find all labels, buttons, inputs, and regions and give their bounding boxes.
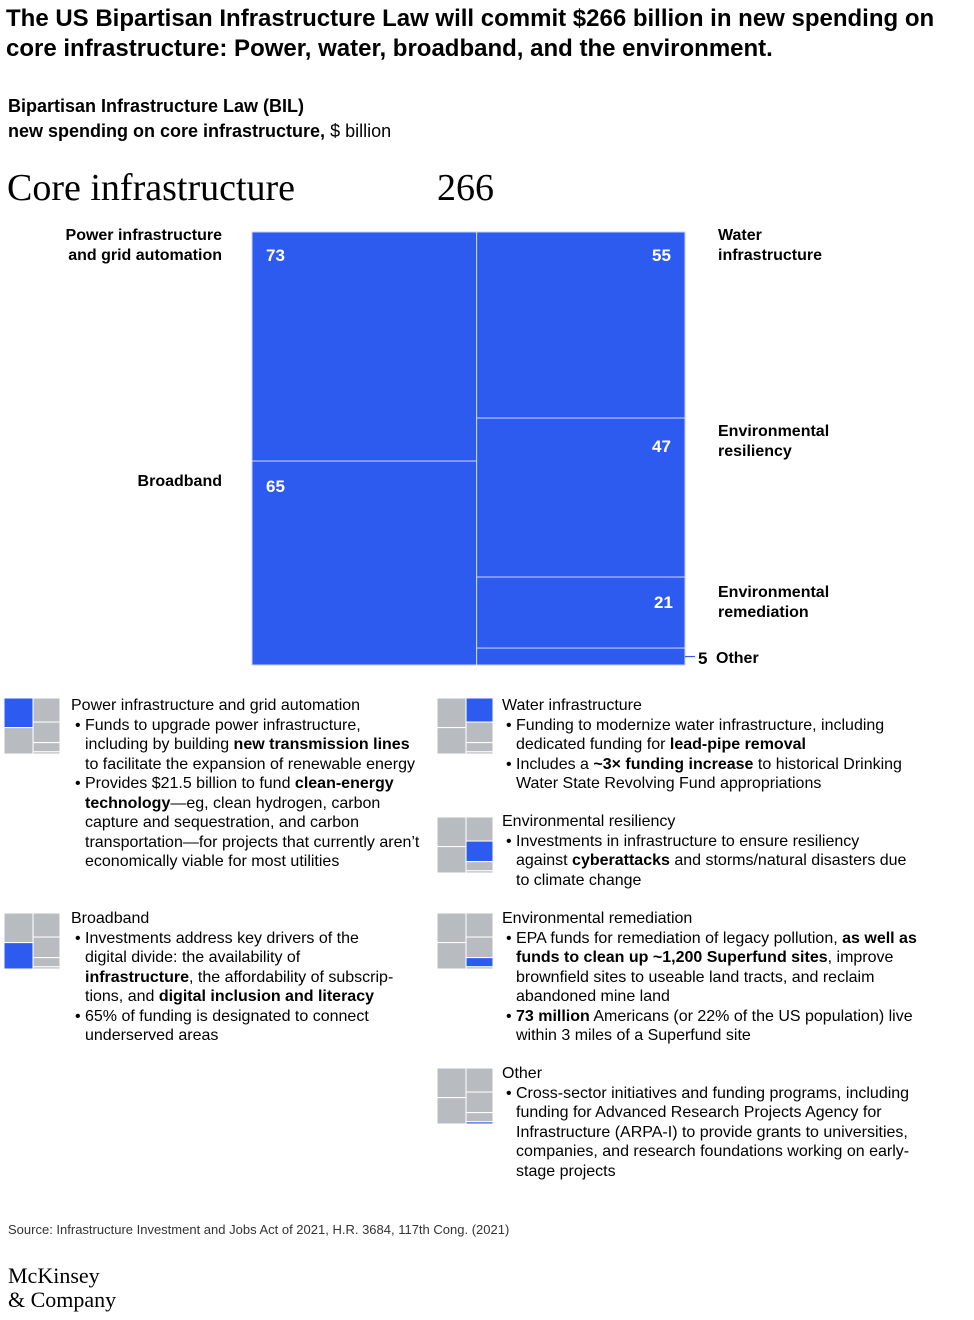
treemap-rect-remediation xyxy=(476,576,686,649)
mini-cell-other xyxy=(32,751,61,755)
mini-cell-broadband xyxy=(436,942,467,970)
mini-cell-power xyxy=(436,697,467,729)
treemap-rect-water xyxy=(476,231,686,419)
legend-bullet: 73 million Americans (or 22% of the US p… xyxy=(502,1007,932,1046)
label-water: Water infrastructure xyxy=(718,227,823,264)
subtitle-unit: $ billion xyxy=(330,121,392,141)
mini-cell-other xyxy=(465,870,494,874)
legend-bullet: 65% of funding is designated to connect … xyxy=(71,1007,396,1046)
chart-subtitle-line1: Bipartisan Infrastructure Law (BIL) xyxy=(8,96,305,116)
mini-cell-remediation xyxy=(32,742,61,753)
value-remediation: 21 xyxy=(654,593,673,612)
legend-power: Power infrastructure and grid automation… xyxy=(71,696,421,872)
label-resiliency: Environmental resiliency xyxy=(718,423,830,460)
legend-bullet: Investments address key drivers of the d… xyxy=(71,929,396,1007)
treemap-rect-broadband xyxy=(251,460,478,666)
total-value: 266 xyxy=(437,167,494,209)
mini-treemap-resiliency xyxy=(436,816,494,878)
mini-cell-resiliency xyxy=(32,936,61,959)
mini-cell-water xyxy=(465,1067,494,1093)
treemap-rect-other xyxy=(476,647,686,666)
mini-cell-broadband xyxy=(436,1097,467,1125)
legend-resiliency: Environmental resiliency Investments in … xyxy=(502,812,912,890)
mini-treemap-water xyxy=(436,697,494,759)
mini-cell-other xyxy=(465,966,494,970)
treemap-rect-power xyxy=(251,231,478,462)
legend-bullet: Provides $21.5 billion to fund clean-ene… xyxy=(71,774,421,872)
value-resiliency: 47 xyxy=(652,437,671,456)
mini-cell-water xyxy=(32,697,61,723)
mini-cell-broadband xyxy=(3,942,34,970)
chart-subtitle-line2: new spending on core infrastructure, $ b… xyxy=(8,120,391,142)
mini-treemap-power xyxy=(3,697,61,759)
mini-cell-resiliency xyxy=(465,936,494,959)
legend-bullet: Funds to upgrade power infrastructure, i… xyxy=(71,716,421,775)
treemap-rect-resiliency xyxy=(476,417,686,578)
label-other: Other xyxy=(716,650,759,667)
value-power: 73 xyxy=(266,246,285,265)
mini-cell-resiliency xyxy=(465,721,494,744)
label-broadband: Broadband xyxy=(137,473,222,490)
legend-bullet: Investments in infrastructure to ensure … xyxy=(502,832,912,891)
total-label: Core infrastructure xyxy=(7,167,296,209)
mini-cell-water xyxy=(465,697,494,723)
mini-cell-water xyxy=(465,912,494,938)
mini-cell-power xyxy=(3,912,34,944)
label-power: Power infrastructure and grid automation xyxy=(65,227,222,264)
mini-cell-remediation xyxy=(465,742,494,753)
subtitle-bold-part: new spending on core infrastructure, xyxy=(8,121,326,141)
legend-title-water: Water infrastructure xyxy=(502,697,642,714)
mini-cell-water xyxy=(465,816,494,842)
mini-cell-water xyxy=(32,912,61,938)
mini-cell-remediation xyxy=(465,1112,494,1123)
mini-treemap-other xyxy=(436,1067,494,1129)
legend-broadband: Broadband Investments address key driver… xyxy=(71,909,396,1046)
legend-title-power: Power infrastructure and grid automation xyxy=(71,697,361,714)
mini-cell-power xyxy=(3,697,34,729)
legend-bullet: Cross-sector initiatives and funding pro… xyxy=(502,1084,927,1182)
label-remediation: Environmental remediation xyxy=(718,584,830,621)
value-water: 55 xyxy=(652,246,671,265)
mini-cell-power xyxy=(436,816,467,848)
legend-bullet: Includes a ~3× funding increase to histo… xyxy=(502,755,932,794)
brand-logo: McKinsey & Company xyxy=(8,1264,116,1312)
mini-cell-power xyxy=(436,912,467,944)
mini-cell-broadband xyxy=(436,727,467,755)
logo-line2: & Company xyxy=(8,1287,117,1312)
value-broadband: 65 xyxy=(266,477,285,496)
legend-other: Other Cross-sector initiatives and fundi… xyxy=(502,1064,927,1181)
legend-title-broadband: Broadband xyxy=(71,910,150,927)
mini-cell-other xyxy=(465,751,494,755)
mini-cell-resiliency xyxy=(465,840,494,863)
legend-bullet: Funding to modernize water infrastructur… xyxy=(502,716,932,755)
mini-cell-other xyxy=(465,1121,494,1125)
treemap-chart xyxy=(251,231,695,666)
legend-title-resiliency: Environmental resiliency xyxy=(502,813,676,830)
mini-cell-resiliency xyxy=(465,1091,494,1114)
mini-cell-other xyxy=(32,966,61,970)
headline: The US Bipartisan Infrastructure Law wil… xyxy=(6,5,935,62)
legend-bullet: EPA funds for remediation of legacy poll… xyxy=(502,929,932,1007)
source-note: Source: Infrastructure Investment and Jo… xyxy=(8,1222,510,1237)
legend-title-remediation: Environmental remediation xyxy=(502,910,693,927)
legend-water: Water infrastructure Funding to moderniz… xyxy=(502,696,932,794)
legend-remediation: Environmental remediation EPA funds for … xyxy=(502,909,932,1046)
logo-line1: McKinsey xyxy=(8,1263,100,1288)
value-other: 5 xyxy=(698,649,708,668)
mini-cell-power xyxy=(436,1067,467,1099)
mini-cell-broadband xyxy=(3,727,34,755)
legend-title-other: Other xyxy=(502,1065,543,1082)
mini-cell-resiliency xyxy=(32,721,61,744)
mini-cell-remediation xyxy=(465,957,494,968)
mini-cell-remediation xyxy=(32,957,61,968)
mini-treemap-remediation xyxy=(436,912,494,974)
mini-cell-broadband xyxy=(436,846,467,874)
mini-cell-remediation xyxy=(465,861,494,872)
mini-treemap-broadband xyxy=(3,912,61,974)
